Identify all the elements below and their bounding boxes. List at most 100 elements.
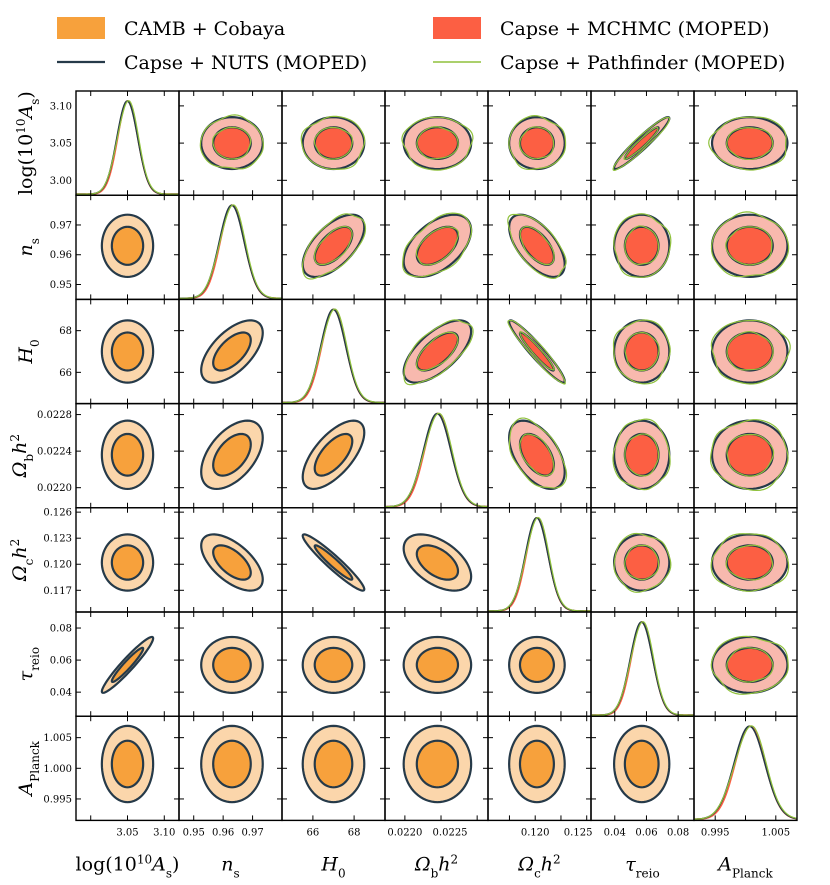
- contour95-nuts: [612, 724, 671, 804]
- panel-logAs-APlanck: [693, 90, 798, 196]
- panel-APlanck-ns: [178, 715, 283, 822]
- panel-omch2-ns: [178, 507, 283, 613]
- contour68-mchmc: [624, 332, 659, 371]
- panel-frame: [487, 507, 592, 613]
- y-tick-label-tau: 0.04: [50, 688, 72, 699]
- contour95-pathfinder: [710, 533, 790, 592]
- panel-ns-logAs: [75, 194, 180, 301]
- x-axis-label-H0: H0: [320, 853, 345, 880]
- marginal-nuts-logAs: [76, 100, 179, 195]
- x-axis-label-ns: ns: [221, 853, 239, 880]
- y-tick-label-omch2: 0.117: [43, 586, 72, 597]
- y-tick-label-logAs: 3.00: [50, 176, 72, 187]
- contour68-pathfinder: [519, 225, 555, 266]
- contour95-pathfinder: [300, 115, 366, 170]
- contour95-nuts: [100, 724, 155, 804]
- contour95-nuts: [200, 724, 264, 804]
- y-tick-label-logAs: 3.10: [50, 101, 72, 112]
- x-tick-label-omch2: 0.125: [564, 827, 593, 838]
- panel-tau-omch2: [487, 611, 592, 717]
- panel-APlanck-tau: [590, 715, 695, 822]
- contour95-pathfinder: [508, 114, 567, 171]
- legend-label-nuts: Capse + NUTS (MOPED): [124, 52, 367, 74]
- contour68-nuts: [313, 646, 354, 684]
- y-axis-label-APlanck: APlanck: [15, 740, 42, 797]
- x-axis-label-APlanck: APlanck: [716, 853, 773, 880]
- panel-tau-ombh2: [384, 611, 489, 717]
- contour68-camb: [213, 545, 251, 580]
- y-tick-label-omch2: 0.126: [43, 508, 72, 519]
- contour68-pathfinder: [624, 544, 660, 581]
- contour68-nuts: [110, 646, 145, 684]
- contour95-pathfinder: [710, 319, 791, 385]
- contour95-nuts: [508, 635, 566, 694]
- contour95-nuts: [200, 533, 264, 592]
- marginal-pathfinder-logAs: [76, 99, 179, 195]
- x-tick-label-ombh2: 0.0220: [387, 827, 422, 838]
- x-axis-label-tau: τreio: [625, 853, 659, 880]
- contour68-mchmc: [416, 127, 458, 159]
- contour68-nuts: [110, 331, 145, 372]
- contour95-pathfinder: [612, 319, 671, 385]
- contour68-camb: [624, 740, 659, 788]
- panel-H0-ombh2: [384, 298, 489, 405]
- contour68-camb: [111, 332, 144, 371]
- contour68-pathfinder: [519, 126, 555, 160]
- x-tick-label-tau: 0.06: [635, 827, 657, 838]
- marginal-pathfinder-APlanck: [694, 725, 797, 820]
- legend-label-mchmc: Capse + MCHMC (MOPED): [500, 18, 769, 40]
- panel-logAs-H0: [281, 90, 386, 196]
- contour95-nuts: [100, 635, 155, 694]
- contour95-nuts: [200, 635, 264, 694]
- x-axis-label-omch2: Ωch2: [517, 852, 560, 880]
- contour68-mchmc: [726, 127, 773, 159]
- contour68-nuts: [313, 432, 354, 477]
- contour68-pathfinder: [519, 433, 555, 477]
- y-tick-label-ombh2: 0.0220: [37, 483, 72, 494]
- marginal-camb-ombh2: [385, 412, 488, 508]
- marginal-mchmc-H0: [282, 308, 385, 404]
- y-tick-label-H0: 68: [59, 326, 72, 337]
- y-tick-label-logAs: 3.05: [50, 139, 72, 150]
- contour68-pathfinder: [313, 225, 353, 266]
- contour68-nuts: [212, 331, 252, 372]
- contour95-nuts: [301, 419, 366, 491]
- contour68-mchmc: [519, 127, 554, 159]
- contour68-pathfinder: [416, 126, 459, 160]
- contour95-nuts: [710, 533, 789, 592]
- x-axis-label-ombh2: Ωbh2: [414, 852, 458, 880]
- contour68-camb: [314, 740, 353, 788]
- contour68-pathfinder: [624, 433, 660, 477]
- contour68-mchmc: [726, 332, 773, 371]
- contour68-pathfinder: [726, 127, 774, 161]
- contour68-camb: [213, 647, 251, 682]
- panel-tau-APlanck: [693, 611, 798, 717]
- panel-APlanck-APlanck: [693, 715, 798, 822]
- x-tick-label-ns: 0.96: [212, 827, 234, 838]
- contour95-nuts: [100, 213, 155, 279]
- panel-tau-logAs: [75, 611, 180, 717]
- y-axis-label-omch2: Ωch2: [8, 539, 36, 582]
- panel-APlanck-omch2: [487, 715, 592, 822]
- legend-label-pathfinder: Capse + Pathfinder (MOPED): [500, 52, 785, 74]
- x-tick-label-H0: 68: [348, 827, 361, 838]
- contour68-mchmc: [519, 226, 554, 265]
- contour68-camb: [416, 545, 458, 580]
- contour95-pathfinder: [613, 532, 672, 593]
- contour68-camb: [519, 647, 554, 682]
- contour95-pathfinder: [710, 635, 789, 695]
- panel-logAs-ns: [178, 90, 283, 196]
- marginal-mchmc-APlanck: [694, 725, 797, 821]
- legend: CAMB + Cobaya Capse + MCHMC (MOPED) Caps…: [57, 17, 785, 74]
- contour68-pathfinder: [624, 225, 660, 265]
- contour95-pathfinder: [612, 116, 671, 172]
- contour95-nuts: [710, 116, 789, 171]
- x-tick-label-logAs: 3.05: [116, 827, 138, 838]
- contour68-mchmc: [416, 332, 458, 371]
- panel-APlanck-H0: [281, 715, 386, 822]
- contour68-pathfinder: [726, 331, 774, 371]
- legend-swatch-camb: [57, 17, 105, 39]
- contour95-nuts: [710, 419, 789, 491]
- y-tick-label-APlanck: 0.995: [43, 794, 72, 805]
